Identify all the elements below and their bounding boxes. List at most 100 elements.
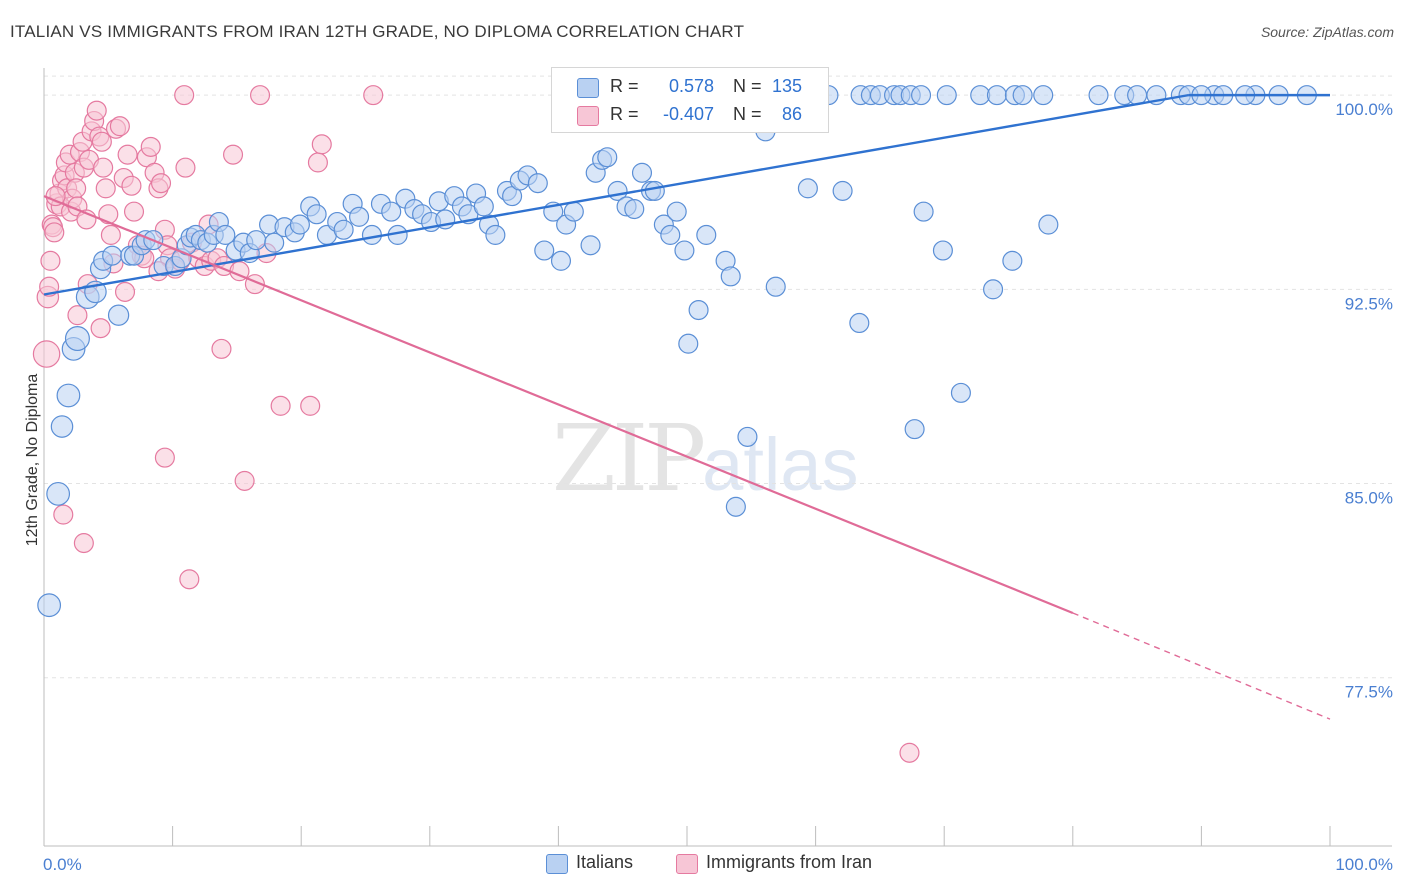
italians-point [986, 85, 1007, 106]
source-label: Source: ZipAtlas.com [1260, 24, 1394, 40]
watermark: ZIPatlas [552, 405, 858, 512]
italians-point [550, 250, 572, 271]
italians-point [37, 593, 62, 618]
watermark-atlas: atlas [702, 423, 859, 506]
italians-point [102, 245, 123, 266]
bottom-swatch-blue [546, 854, 568, 874]
italians-point [950, 382, 971, 403]
italians-point [306, 204, 327, 225]
italians-point [580, 235, 601, 256]
italians-point [696, 224, 717, 245]
italians-point [983, 279, 1004, 300]
italians-point [797, 178, 818, 199]
legend-row-iran: R = -0.407 N = 86 [552, 102, 828, 128]
italians-point [1033, 85, 1054, 106]
legend-swatch-pink [577, 106, 599, 126]
italians-point [849, 312, 870, 334]
italians-point [913, 201, 934, 222]
italians-point [725, 496, 746, 517]
correlation-legend: R = 0.578 N = 135 R = -0.407 N = 86 [551, 67, 829, 133]
italians-point [246, 230, 267, 251]
legend-n-label: N = [733, 76, 762, 96]
legend-n-value: 86 [781, 104, 802, 124]
italians-point [64, 325, 90, 352]
italians-point [678, 333, 699, 354]
iran-point [73, 533, 94, 554]
iran-point [53, 504, 74, 525]
legend-row-italians: R = 0.578 N = 135 [552, 74, 828, 100]
iran-point [311, 134, 332, 155]
iran-point [174, 85, 195, 106]
italians-point [534, 240, 555, 261]
iran-point [179, 569, 200, 590]
legend-swatch-blue [577, 78, 599, 98]
y-axis-label: 12th Grade, No Diploma [24, 374, 41, 547]
iran-point [32, 340, 61, 368]
italians-point [349, 206, 370, 227]
iran-point [234, 470, 255, 491]
bottom-legend-italians: Italians [546, 852, 666, 876]
iran-point [95, 178, 116, 199]
bottom-legend-label: Italians [576, 852, 634, 872]
x-tick-label: 0.0% [43, 855, 82, 874]
italians-point [215, 224, 236, 245]
iran-point [121, 175, 142, 196]
italians-point [660, 224, 681, 245]
iran-point [67, 305, 88, 326]
italians-point [361, 224, 382, 245]
iran-point [114, 281, 136, 302]
bottom-legend-label: Immigrants from Iran [706, 852, 873, 872]
y-tick-label: 85.0% [1345, 489, 1393, 508]
italians-point [666, 201, 687, 222]
iran-point [123, 201, 145, 222]
legend-r-value: -0.407 [662, 104, 714, 124]
bottom-swatch-pink [676, 854, 698, 874]
label-layer: 77.5% 85.0% 92.5% 100.0% 0.0% 100.0% 12th Grad… [24, 100, 1393, 874]
legend-n-value: 135 [771, 76, 802, 96]
iran-point [899, 742, 920, 763]
iran-trend-line-dashed [1072, 612, 1331, 720]
italians-point [333, 219, 354, 240]
axes-layer [43, 68, 1392, 847]
italians-point [644, 180, 665, 201]
italians-point [50, 415, 74, 438]
italians-point [527, 173, 548, 194]
grid-layer [44, 75, 1392, 679]
iran-point [270, 395, 291, 416]
italians-point [932, 240, 953, 261]
italians-point [46, 481, 71, 506]
iran-point [44, 222, 65, 243]
italians-point [381, 201, 402, 222]
italians-point [1088, 85, 1109, 106]
iran-point [154, 447, 175, 468]
iran-point [93, 157, 114, 178]
italians-point [107, 304, 130, 326]
italians-point [1002, 250, 1023, 271]
watermark-zip: ZIP [552, 405, 706, 512]
italians-point [911, 85, 932, 106]
italians-point [904, 419, 925, 440]
italians-point [674, 240, 695, 261]
italians-point [563, 201, 584, 222]
iran-point [211, 338, 232, 359]
italians-trend-line [43, 93, 1189, 296]
italians-point [485, 224, 506, 245]
iran-point [307, 152, 328, 173]
iran-point [90, 318, 111, 339]
iran-point [98, 204, 119, 225]
italians-point [264, 232, 285, 253]
legend-r-value: 0.578 [668, 76, 714, 96]
italians-point [832, 180, 853, 201]
italians-point [1038, 214, 1059, 235]
italians-point [624, 199, 645, 220]
iran-point [39, 276, 60, 297]
iran-point [40, 250, 61, 271]
chart-title: ITALIAN VS IMMIGRANTS FROM IRAN 12TH GRA… [10, 22, 745, 41]
y-tick-label: 77.5% [1345, 683, 1393, 702]
iran-point [117, 144, 138, 165]
italians-point [688, 299, 709, 321]
italians-point [56, 383, 81, 408]
italians-point [473, 196, 494, 217]
iran-point [91, 131, 112, 152]
